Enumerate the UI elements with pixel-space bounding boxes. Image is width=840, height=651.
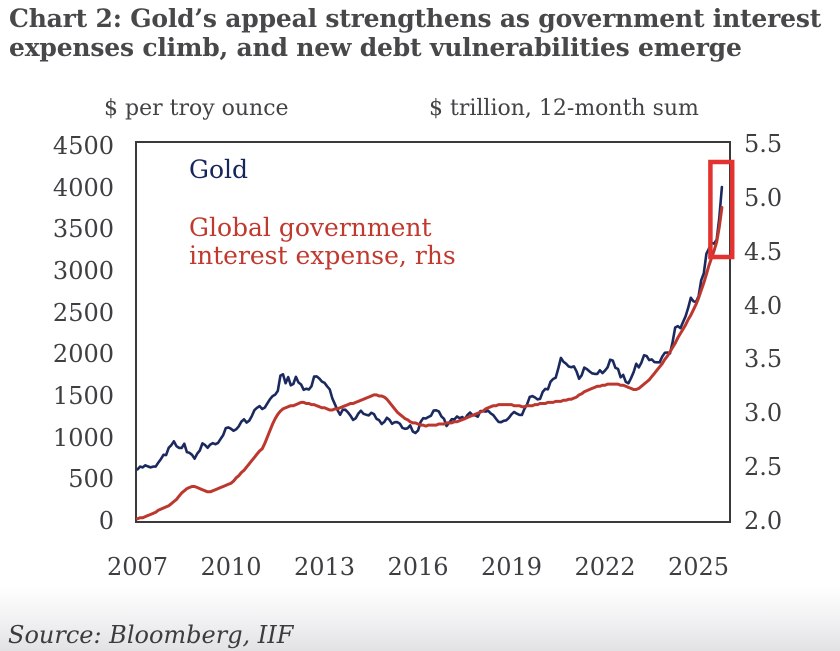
left-axis-tick-label: 3500: [52, 215, 114, 244]
right-axis-tick-label: 2.0: [744, 507, 783, 535]
right-axis-tick-label: 4.0: [744, 291, 783, 320]
left-axis-tick-label: 2500: [52, 298, 114, 327]
x-axis-tick-label: 2019: [480, 553, 543, 581]
highlight-box: [708, 159, 735, 260]
left-axis-tick-label: 2000: [52, 340, 114, 369]
right-axis-tick-label: 3.5: [744, 345, 783, 374]
interest-expense-line: [136, 206, 724, 521]
left-axis-unit-label: $ per troy ounce: [104, 96, 289, 121]
right-axis-unit-label: $ trillion, 12-month sum: [429, 96, 699, 121]
left-axis-tick-label: 1500: [52, 382, 114, 410]
right-axis-tick-label: 2.5: [744, 453, 783, 482]
x-axis-tick-label: 2007: [106, 553, 169, 581]
left-axis-tick-label: 500: [68, 465, 114, 494]
x-axis-tick-label: 2025: [668, 553, 730, 581]
chart-title-line1: Chart 2: Gold’s appeal strengthens as go…: [9, 4, 822, 33]
legend-interest-label: Global government interest expense, rhs: [189, 214, 456, 270]
x-axis-tick-label: 2013: [293, 553, 356, 581]
x-axis-tick-label: 2022: [574, 553, 636, 581]
left-axis-tick-label: 4500: [52, 132, 114, 160]
left-axis-tick-label: 1000: [52, 423, 114, 452]
source-text: Source: Bloomberg, IIF: [8, 621, 294, 649]
plot-border: [135, 141, 731, 523]
legend-gold-label: Gold: [189, 155, 249, 184]
chart-title-line2: expenses climb, and new debt vulnerabili…: [9, 33, 742, 62]
right-axis-tick-label: 5.0: [744, 183, 783, 212]
left-axis-tick-label: 3000: [52, 257, 114, 285]
left-axis-tick-label: 4000: [52, 173, 114, 202]
chart-title: Chart 2: Gold’s appeal strengthens as go…: [9, 4, 829, 62]
x-axis-tick-label: 2016: [387, 553, 449, 581]
legend-interest-line1: Global government: [189, 213, 432, 242]
right-axis-tick-label: 4.5: [744, 237, 783, 266]
right-axis-tick-label: 5.5: [744, 130, 783, 158]
legend-interest-line2: interest expense, rhs: [189, 241, 456, 270]
x-axis-tick-label: 2010: [200, 553, 262, 581]
right-axis-tick-label: 3.0: [744, 399, 783, 428]
gold-line: [136, 185, 724, 471]
left-axis-tick-label: 0: [98, 507, 114, 535]
